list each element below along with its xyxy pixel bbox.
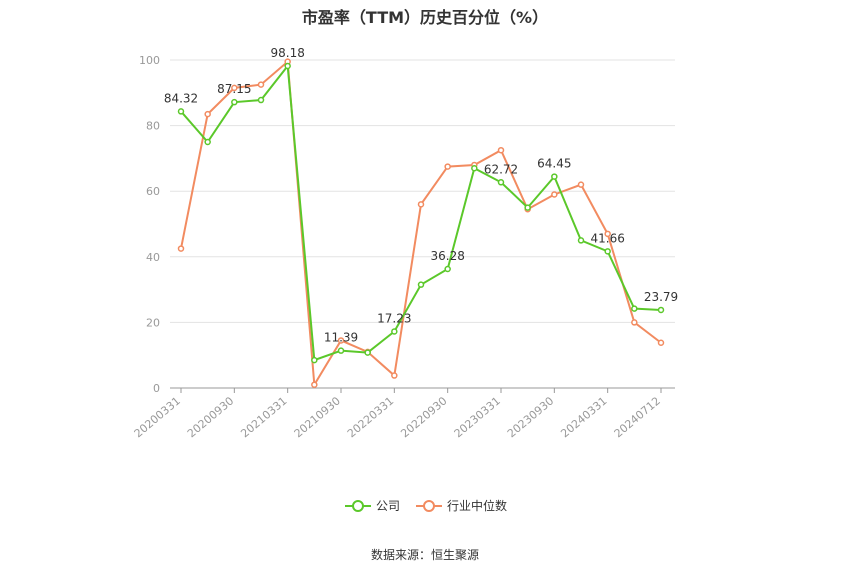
y-tick-label: 40 (146, 251, 160, 264)
data-point-company (524, 204, 531, 211)
x-tick-label: 20230331 (452, 394, 503, 440)
x-tick-label: 20200930 (185, 394, 236, 440)
data-point-company (231, 98, 238, 106)
data-point-company (337, 347, 345, 354)
data-label: 98.18 (270, 46, 304, 60)
x-tick-label: 20230930 (505, 394, 556, 440)
data-label: 62.72 (484, 162, 518, 176)
x-tick-label: 20240712 (612, 394, 663, 440)
legend-item-industry[interactable]: 行业中位数 (416, 497, 507, 514)
data-point-industry (177, 245, 185, 252)
data-label: 11.39 (324, 331, 358, 345)
legend: 公司 行业中位数 (345, 497, 523, 514)
x-tick-label: 20220331 (345, 394, 396, 440)
data-point-industry (577, 181, 585, 188)
legend-company-label: 公司 (376, 499, 401, 513)
data-point-company (444, 265, 451, 273)
data-label: 87.15 (217, 82, 251, 96)
data-point-industry (337, 337, 345, 344)
data-point-company (417, 281, 425, 288)
data-point-industry (204, 110, 211, 118)
data-point-company (257, 96, 265, 104)
data-point-industry (257, 81, 265, 88)
data-point-industry (604, 230, 611, 238)
legend-industry-label: 行业中位数 (447, 499, 508, 513)
x-tick-label: 20240331 (558, 394, 609, 440)
legend-industry-marker (416, 499, 443, 512)
x-tick-label: 20200331 (132, 394, 183, 440)
data-point-company (604, 248, 611, 255)
data-point-company (311, 356, 318, 364)
x-tick-label: 20220930 (398, 394, 449, 440)
y-tick-label: 20 (146, 316, 160, 329)
y-tick-label: 100 (139, 54, 160, 67)
data-point-company (551, 173, 558, 180)
data-point-industry (631, 319, 638, 326)
legend-company-marker (345, 499, 371, 512)
data-point-industry (497, 146, 505, 154)
data-point-industry (231, 84, 238, 92)
data-label: 84.32 (164, 91, 198, 105)
data-point-industry (311, 381, 318, 388)
data-point-industry (444, 163, 451, 170)
data-source: 数据来源：恒生聚源 (370, 548, 479, 562)
data-point-industry (551, 191, 558, 198)
data-label: 64.45 (537, 157, 571, 171)
chart-title: 市盈率（TTM）历史百分位（%） (301, 8, 549, 27)
x-tick-label: 20210331 (238, 394, 289, 440)
series-line-industry (180, 59, 662, 388)
y-tick-label: 80 (146, 120, 160, 133)
data-point-company (577, 237, 585, 244)
data-point-company (471, 164, 478, 172)
data-label: 23.79 (644, 290, 678, 304)
data-point-industry (657, 339, 665, 346)
legend-item-company[interactable]: 公司 (345, 497, 400, 514)
x-tick-label: 20210930 (292, 394, 343, 440)
data-point-industry (417, 201, 425, 208)
data-label: 36.28 (430, 249, 464, 263)
data-point-industry (391, 372, 398, 379)
data-point-company (364, 349, 371, 356)
data-point-company (391, 328, 398, 335)
series-line-company (180, 63, 662, 362)
data-point-company (204, 138, 211, 146)
data-point-company (284, 62, 291, 70)
data-label: 41.66 (590, 231, 624, 245)
data-point-company (657, 306, 665, 314)
y-tick-label: 0 (153, 382, 160, 395)
data-label: 17.23 (377, 311, 411, 325)
y-tick-label: 60 (146, 185, 160, 198)
data-point-company (497, 179, 505, 186)
data-point-company (177, 108, 185, 115)
data-point-company (631, 305, 638, 312)
